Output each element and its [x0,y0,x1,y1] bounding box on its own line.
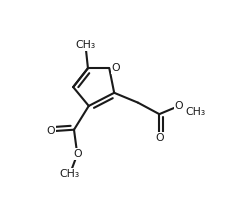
Text: CH₃: CH₃ [60,169,80,179]
Text: CH₃: CH₃ [75,40,95,50]
Text: O: O [112,63,120,73]
Text: O: O [175,101,183,111]
Text: O: O [155,133,164,143]
Text: O: O [46,126,55,136]
Text: CH₃: CH₃ [185,107,205,117]
Text: O: O [73,149,82,159]
